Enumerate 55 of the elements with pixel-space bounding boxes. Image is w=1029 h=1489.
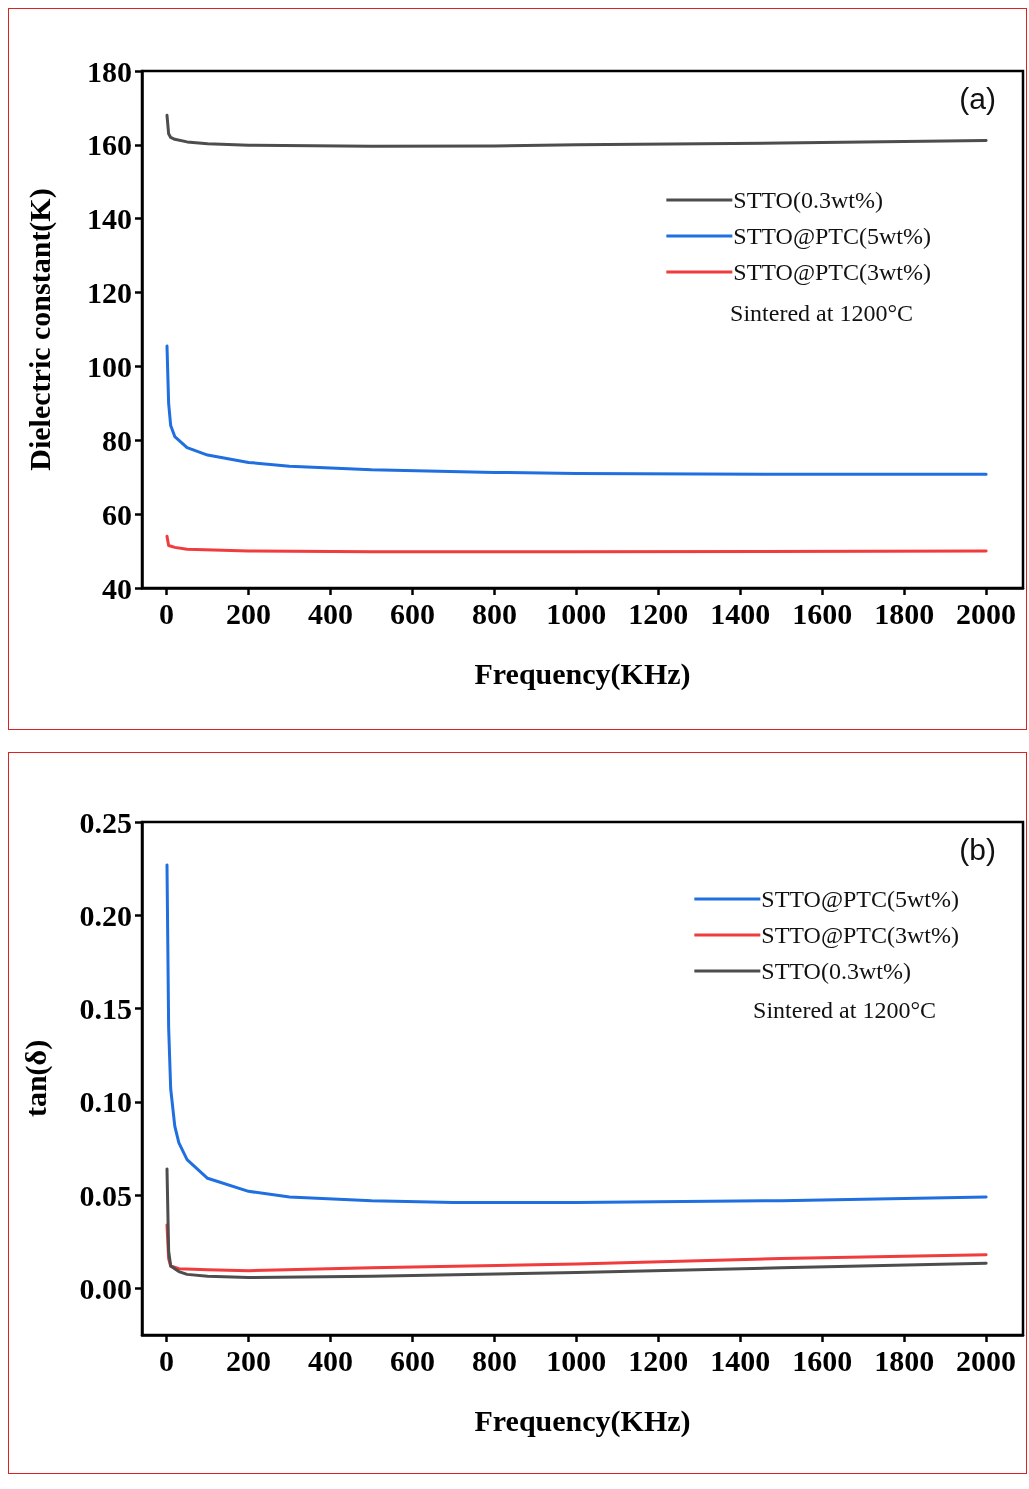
legend-label: STTO@PTC(5wt%) xyxy=(733,223,932,249)
annotation: (b) xyxy=(959,832,997,866)
x-tick-label: 1000 xyxy=(546,1343,607,1377)
legend-label: STTO(0.3wt%) xyxy=(733,187,883,213)
y-tick-label: 60 xyxy=(102,497,132,531)
line-series xyxy=(165,344,988,476)
annotation: Sintered at 1200°C xyxy=(730,300,913,326)
y-tick-label: 140 xyxy=(87,202,132,236)
x-tick-label: 400 xyxy=(307,1343,353,1377)
x-axis-title: Frequency(KHz) xyxy=(474,656,691,691)
x-tick-label: 600 xyxy=(389,1343,435,1377)
y-tick-label: 0.10 xyxy=(79,1085,132,1119)
y-axis-title: Dielectric constant(K) xyxy=(22,188,57,471)
x-axis-title: Frequency(KHz) xyxy=(474,1403,691,1438)
x-tick-label: 1800 xyxy=(874,1343,935,1377)
x-tick-label: 600 xyxy=(389,596,435,630)
x-tick-label: 1000 xyxy=(546,596,607,630)
legend-label: STTO@PTC(3wt%) xyxy=(761,922,960,948)
x-tick-label: 1200 xyxy=(628,1343,689,1377)
y-tick-label: 0.25 xyxy=(79,805,132,839)
x-tick-label: 1400 xyxy=(710,596,771,630)
y-tick-label: 120 xyxy=(87,276,132,310)
line-series xyxy=(165,113,988,148)
x-tick-label: 1200 xyxy=(628,596,689,630)
x-tick-label: 0 xyxy=(159,1343,175,1377)
x-tick-label: 800 xyxy=(471,1343,517,1377)
line-series xyxy=(165,534,988,554)
x-tick-label: 1600 xyxy=(792,596,853,630)
y-axis-title: tan(δ) xyxy=(18,1039,53,1118)
annotation: (a) xyxy=(959,81,997,115)
x-tick-label: 2000 xyxy=(956,1343,1017,1377)
y-tick-label: 180 xyxy=(87,54,132,88)
y-tick-label: 0.05 xyxy=(79,1178,132,1212)
line-series xyxy=(165,1223,988,1273)
annotation: Sintered at 1200°C xyxy=(753,997,936,1023)
y-tick-label: 0.00 xyxy=(79,1271,132,1305)
x-tick-label: 200 xyxy=(226,1343,272,1377)
legend-label: STTO@PTC(5wt%) xyxy=(761,886,960,912)
y-tick-label: 0.20 xyxy=(79,898,132,932)
y-tick-label: 80 xyxy=(102,423,132,457)
legend-label: STTO@PTC(3wt%) xyxy=(733,259,932,285)
x-tick-label: 400 xyxy=(307,596,353,630)
x-tick-label: 1400 xyxy=(710,1343,771,1377)
legend-label: STTO(0.3wt%) xyxy=(761,958,911,984)
x-tick-label: 1800 xyxy=(874,596,935,630)
x-tick-label: 1600 xyxy=(792,1343,853,1377)
y-tick-label: 40 xyxy=(102,571,132,605)
y-tick-label: 0.15 xyxy=(79,992,132,1026)
x-tick-label: 800 xyxy=(471,596,517,630)
x-tick-label: 2000 xyxy=(956,596,1017,630)
x-tick-label: 200 xyxy=(226,596,272,630)
x-tick-label: 0 xyxy=(159,596,175,630)
line-series xyxy=(165,1167,988,1280)
y-tick-label: 100 xyxy=(87,349,132,383)
y-tick-label: 160 xyxy=(87,128,132,162)
